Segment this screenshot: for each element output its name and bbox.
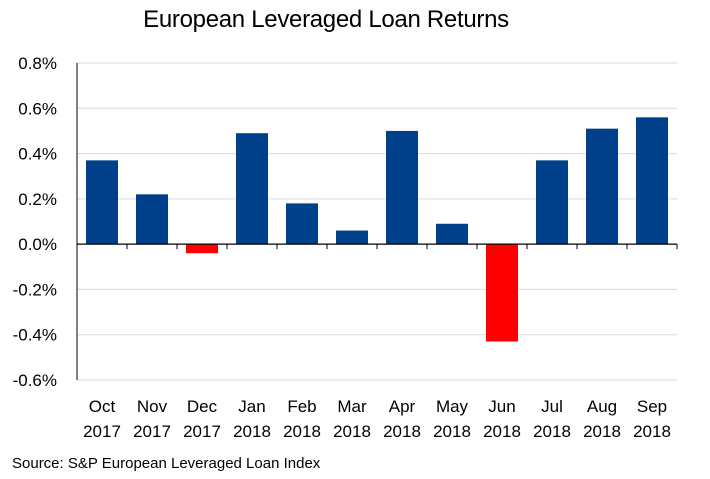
x-tick-label-year: 2017 [183, 422, 221, 441]
bar [536, 160, 568, 245]
x-tick-label-month: Nov [137, 397, 168, 416]
x-tick-label-month: Jun [488, 397, 515, 416]
bar [586, 128, 618, 245]
x-tick-label-year: 2018 [483, 422, 521, 441]
y-tick-label: 0.2% [18, 190, 57, 209]
x-tick-label-month: May [436, 397, 469, 416]
x-tick-label-year: 2018 [333, 422, 371, 441]
bar [386, 130, 418, 245]
x-tick-label-year: 2018 [383, 422, 421, 441]
x-tick-label-year: 2018 [283, 422, 321, 441]
x-tick-label-month: Jan [238, 397, 265, 416]
y-tick-label: 0.8% [18, 54, 57, 73]
x-tick-label-month: Sep [637, 397, 667, 416]
x-tick-label-year: 2017 [133, 422, 171, 441]
x-tick-label-month: Jul [541, 397, 563, 416]
bar [486, 244, 518, 342]
x-tick-label-year: 2018 [583, 422, 621, 441]
x-tick-label-year: 2018 [233, 422, 271, 441]
bar [86, 160, 118, 245]
x-tick-label-year: 2018 [633, 422, 671, 441]
x-tick-label-year: 2017 [83, 422, 121, 441]
y-tick-label: -0.2% [13, 280, 57, 299]
bar [136, 194, 168, 245]
bar [636, 117, 668, 245]
y-tick-label: -0.4% [13, 326, 57, 345]
chart-title: European Leveraged Loan Returns [143, 6, 509, 33]
bar [236, 133, 268, 245]
y-tick-label: 0.0% [18, 235, 57, 254]
x-tick-label-month: Mar [337, 397, 367, 416]
x-tick-label-month: Feb [287, 397, 316, 416]
x-tick-label-month: Dec [187, 397, 218, 416]
x-tick-label-month: Oct [89, 397, 116, 416]
y-tick-label: 0.4% [18, 145, 57, 164]
bar [336, 230, 368, 245]
x-tick-label-month: Apr [389, 397, 416, 416]
x-tick-label-month: Aug [587, 397, 617, 416]
y-tick-label: -0.6% [13, 371, 57, 390]
x-tick-label-year: 2018 [433, 422, 471, 441]
x-tick-label-year: 2018 [533, 422, 571, 441]
bar [186, 244, 218, 254]
source-note: Source: S&P European Leveraged Loan Inde… [12, 455, 321, 472]
bar [436, 223, 468, 245]
bar [286, 203, 318, 245]
y-tick-label: 0.6% [18, 99, 57, 118]
